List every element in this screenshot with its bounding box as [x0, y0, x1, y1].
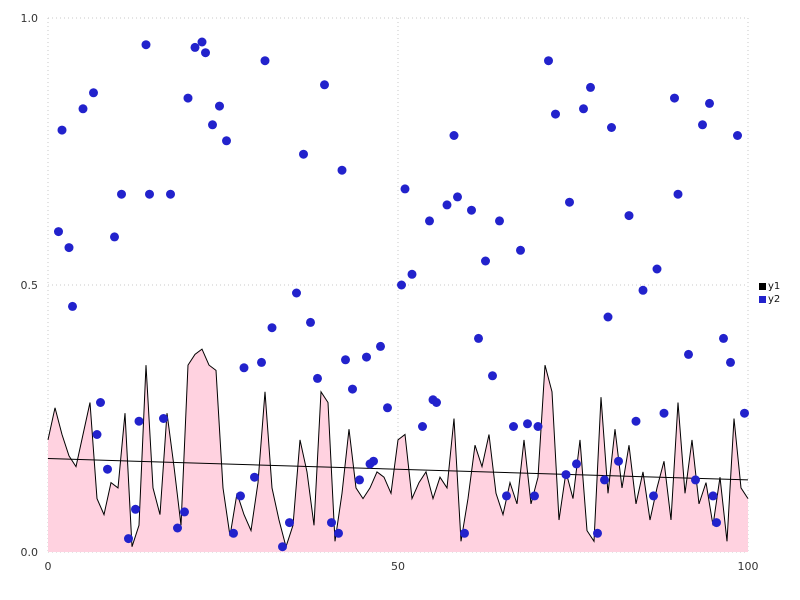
legend: y1 y2 — [759, 280, 780, 306]
x-tick-label: 100 — [738, 560, 759, 573]
legend-swatch-y2 — [759, 296, 766, 303]
x-tick-label: 0 — [45, 560, 52, 573]
y-tick-label: 0.5 — [21, 279, 39, 292]
trend-line — [47, 458, 749, 481]
legend-item-y2: y2 — [759, 293, 780, 306]
y-tick-label: 0.0 — [21, 546, 39, 559]
area-series-y1 — [47, 348, 749, 552]
legend-item-y1: y1 — [759, 280, 780, 293]
legend-label-y1: y1 — [768, 281, 781, 292]
x-axis-ticks: 0 50 100 — [45, 560, 759, 573]
y-tick-label: 1.0 — [21, 12, 39, 25]
y-axis-ticks: 0.0 0.5 1.0 — [21, 12, 39, 559]
scatter-series-y2 — [54, 37, 749, 552]
legend-swatch-y1 — [759, 283, 766, 290]
x-tick-label: 50 — [391, 560, 405, 573]
legend-label-y2: y2 — [768, 294, 781, 305]
